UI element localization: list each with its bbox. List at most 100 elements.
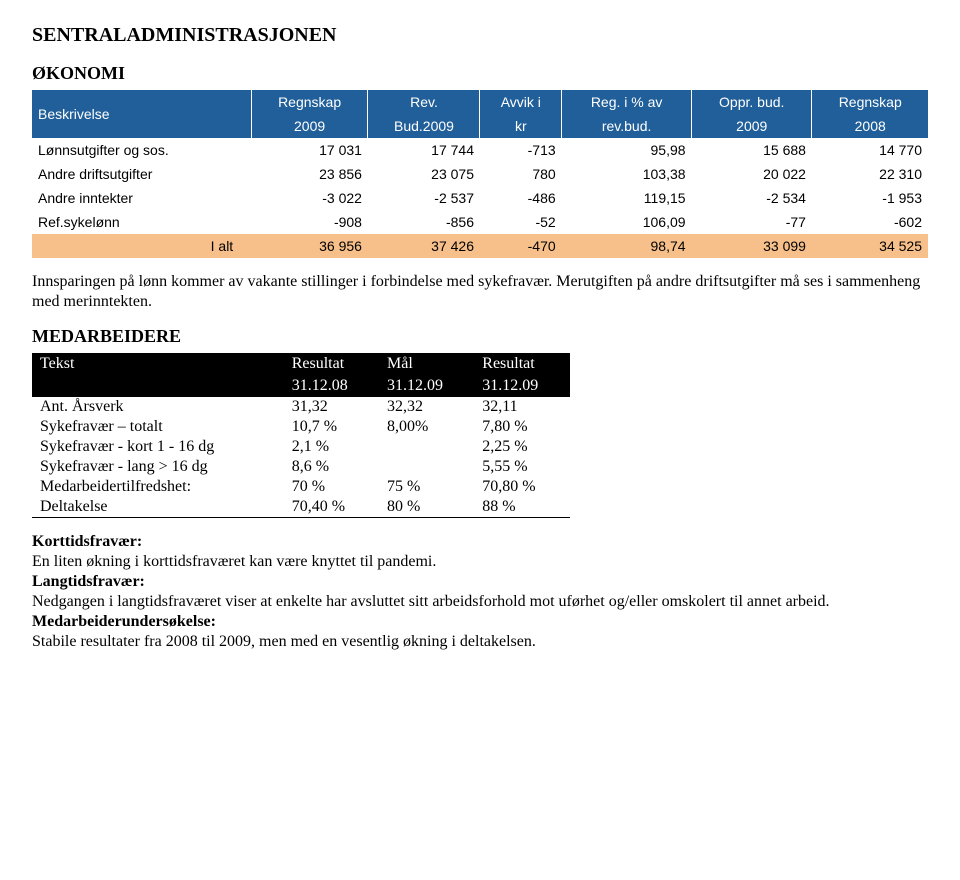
cell: 31,32 [284,397,379,417]
col-revbud-a: Rev. [368,90,480,114]
table-row: Deltakelse 70,40 % 80 % 88 % [32,497,570,518]
cell: 33 099 [692,234,812,258]
cell: 8,00% [379,417,474,437]
cell: 17 031 [251,138,368,162]
medund-text: Stabile resultater fra 2008 til 2009, me… [32,633,536,650]
cell: 70,80 % [474,477,569,497]
cell: 15 688 [692,138,812,162]
cell: -470 [480,234,562,258]
col-regnskap-2008-b: 2008 [812,114,928,138]
cell: 7,80 % [474,417,569,437]
cell: 88 % [474,497,569,518]
row-label: Medarbeidertilfredshet: [32,477,284,497]
korttids-label: Korttidsfravær: [32,533,142,550]
col-regnskap-2009-a: Regnskap [251,90,368,114]
cell: 98,74 [562,234,692,258]
cell: 10,7 % [284,417,379,437]
col-opprbud-b: 2009 [692,114,812,138]
cell: -602 [812,210,928,234]
paragraph-econ-note: Innsparingen på lønn kommer av vakante s… [32,272,928,312]
table-row: Sykefravær – totalt 10,7 % 8,00% 7,80 % [32,417,570,437]
row-label: Deltakelse [32,497,284,518]
table-row-total: I alt 36 956 37 426 -470 98,74 33 099 34… [32,234,928,258]
cell: 106,09 [562,210,692,234]
cell: 32,32 [379,397,474,417]
cell: 17 744 [368,138,480,162]
langtids-label: Langtidsfravær: [32,573,145,590]
table-row: Lønnsutgifter og sos. 17 031 17 744 -713… [32,138,928,162]
row-label: Sykefravær – totalt [32,417,284,437]
cell: -2 537 [368,186,480,210]
col-avvik-b: kr [480,114,562,138]
col-revbud-b: Bud.2009 [368,114,480,138]
cell: -3 022 [251,186,368,210]
cell: -2 534 [692,186,812,210]
cell [379,457,474,477]
row-label: Ref.sykelønn [32,210,251,234]
cell: 22 310 [812,162,928,186]
cell: -908 [251,210,368,234]
cell: 8,6 % [284,457,379,477]
section-heading-employees: MEDARBEIDERE [32,326,928,347]
cell: 75 % [379,477,474,497]
employees-table: Tekst Resultat Mål Resultat 31.12.08 31.… [32,353,570,518]
section-heading-economy: ØKONOMI [32,63,928,84]
cell [379,437,474,457]
row-label: Lønnsutgifter og sos. [32,138,251,162]
korttidsfravaer-block: Korttidsfravær: En liten økning i kortti… [32,532,928,652]
cell: 95,98 [562,138,692,162]
page-title: SENTRALADMINISTRASJONEN [32,24,928,47]
cell: 70 % [284,477,379,497]
cell: 34 525 [812,234,928,258]
row-label: Sykefravær - lang > 16 dg [32,457,284,477]
cell: 37 426 [368,234,480,258]
col-regnskap-2009-b: 2009 [251,114,368,138]
cell: 70,40 % [284,497,379,518]
table-row: Ref.sykelønn -908 -856 -52 106,09 -77 -6… [32,210,928,234]
cell: 23 075 [368,162,480,186]
cell: 103,38 [562,162,692,186]
cell: -486 [480,186,562,210]
table-row: Sykefravær - lang > 16 dg 8,6 % 5,55 % [32,457,570,477]
cell: -856 [368,210,480,234]
langtids-text: Nedgangen i langtidsfraværet viser at en… [32,593,830,610]
cell: 14 770 [812,138,928,162]
col-opprbud-a: Oppr. bud. [692,90,812,114]
col-regpct-b: rev.bud. [562,114,692,138]
col-maal-b: 31.12.09 [379,375,474,397]
cell: -77 [692,210,812,234]
col-maal-a: Mål [379,353,474,375]
col-tekst: Tekst [32,353,284,397]
col-regnskap-2008-a: Regnskap [812,90,928,114]
cell: 23 856 [251,162,368,186]
col-resultat-09-b: 31.12.09 [474,375,569,397]
cell: 780 [480,162,562,186]
cell: 80 % [379,497,474,518]
table-row: Andre driftsutgifter 23 856 23 075 780 1… [32,162,928,186]
col-avvik-a: Avvik i [480,90,562,114]
table-row: Ant. Årsverk 31,32 32,32 32,11 [32,397,570,417]
cell: 2,25 % [474,437,569,457]
table-row: Andre inntekter -3 022 -2 537 -486 119,1… [32,186,928,210]
col-resultat-08-a: Resultat [284,353,379,375]
row-label: I alt [32,234,251,258]
cell: -1 953 [812,186,928,210]
cell: 119,15 [562,186,692,210]
row-label: Andre driftsutgifter [32,162,251,186]
korttids-text: En liten økning i korttidsfraværet kan v… [32,553,436,570]
col-regpct-a: Reg. i % av [562,90,692,114]
col-beskrivelse: Beskrivelse [32,90,251,138]
table-row: Sykefravær - kort 1 - 16 dg 2,1 % 2,25 % [32,437,570,457]
medund-label: Medarbeiderundersøkelse: [32,613,216,630]
row-label: Andre inntekter [32,186,251,210]
economy-table: Beskrivelse Regnskap Rev. Avvik i Reg. i… [32,90,928,258]
cell: -713 [480,138,562,162]
cell: 5,55 % [474,457,569,477]
row-label: Sykefravær - kort 1 - 16 dg [32,437,284,457]
table-row: Medarbeidertilfredshet: 70 % 75 % 70,80 … [32,477,570,497]
cell: 20 022 [692,162,812,186]
cell: 32,11 [474,397,569,417]
col-resultat-09-a: Resultat [474,353,569,375]
col-resultat-08-b: 31.12.08 [284,375,379,397]
cell: -52 [480,210,562,234]
